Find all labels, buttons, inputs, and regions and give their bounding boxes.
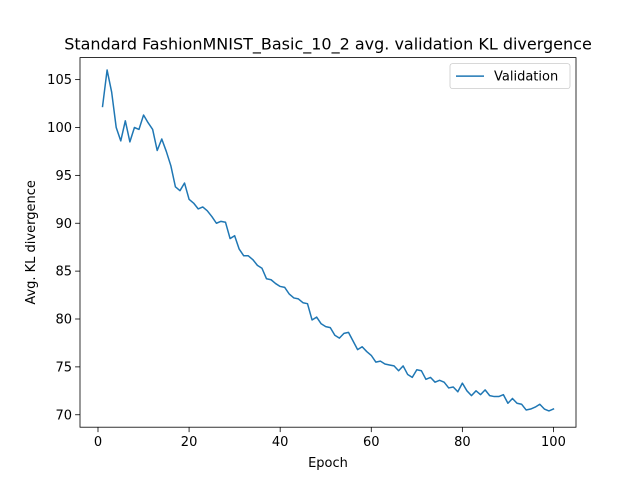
y-tick-label: 70	[55, 408, 72, 423]
legend: Validation	[449, 63, 571, 89]
x-tick-label: 80	[454, 435, 471, 450]
y-tick-label: 95	[55, 169, 72, 184]
y-tick-label: 105	[47, 73, 72, 88]
series-layer	[101, 69, 555, 412]
plot-background	[80, 57, 576, 428]
x-axis-label: Epoch	[308, 456, 348, 471]
y-axis: 70 75 80 85 90 95 100 105	[47, 73, 80, 423]
x-tick-label: 60	[363, 435, 380, 450]
y-tick-label: 80	[55, 313, 72, 328]
y-tick-label: 90	[55, 217, 72, 232]
plot-area	[79, 57, 577, 428]
x-axis: 0 20 40 60 80 100	[94, 427, 566, 450]
x-tick-label: 40	[272, 435, 289, 450]
y-axis-label: Avg. KL divergence	[24, 180, 39, 305]
legend-label: Validation	[494, 70, 558, 85]
series-line-validation	[101, 69, 555, 412]
y-tick-label: 75	[55, 360, 72, 375]
plot-frame	[79, 57, 577, 428]
chart-title: Standard FashionMNIST_Basic_10_2 avg. va…	[64, 35, 592, 55]
x-tick-label: 100	[541, 435, 566, 450]
y-tick-label: 100	[47, 121, 72, 136]
x-tick-label: 0	[94, 435, 102, 450]
legend-box	[449, 63, 571, 89]
y-tick-label: 85	[55, 265, 72, 280]
x-tick-label: 20	[181, 435, 198, 450]
